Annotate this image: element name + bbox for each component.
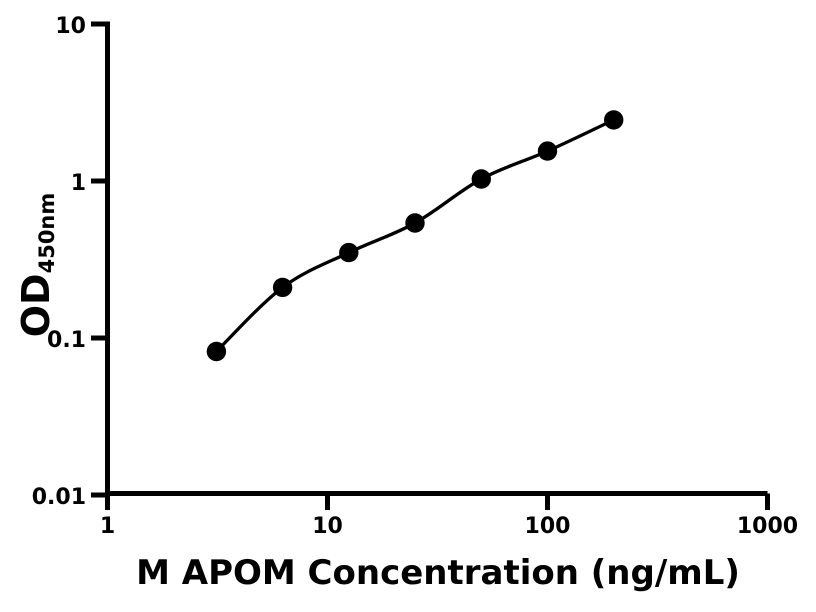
- y-axis-tick-label: 1: [71, 171, 86, 196]
- data-point-marker: [405, 213, 425, 233]
- data-point-marker: [471, 169, 491, 189]
- y-axis-tick-label: 10: [55, 14, 86, 39]
- x-axis-title: M APOM Concentration (ng/mL): [136, 553, 740, 593]
- y-axis-tick-label: 0.1: [47, 328, 86, 353]
- y-axis-tick-label: 0.01: [32, 485, 86, 510]
- x-axis-tick-label: 1000: [737, 514, 798, 539]
- data-point-marker: [604, 110, 624, 130]
- data-point-marker: [537, 141, 558, 161]
- y-axis-title-subscript: 450nm: [35, 192, 59, 274]
- x-axis-tick-label: 1: [100, 514, 115, 539]
- data-point-marker: [339, 242, 359, 263]
- x-axis-tick-label: 10: [312, 514, 343, 539]
- data-point-marker: [272, 277, 293, 298]
- y-axis-title-main: OD: [14, 273, 58, 338]
- y-axis-title: OD450nm: [13, 115, 59, 415]
- data-point-marker: [206, 341, 227, 362]
- axis-lines: [105, 21, 768, 496]
- x-axis-tick-label: 100: [525, 514, 571, 539]
